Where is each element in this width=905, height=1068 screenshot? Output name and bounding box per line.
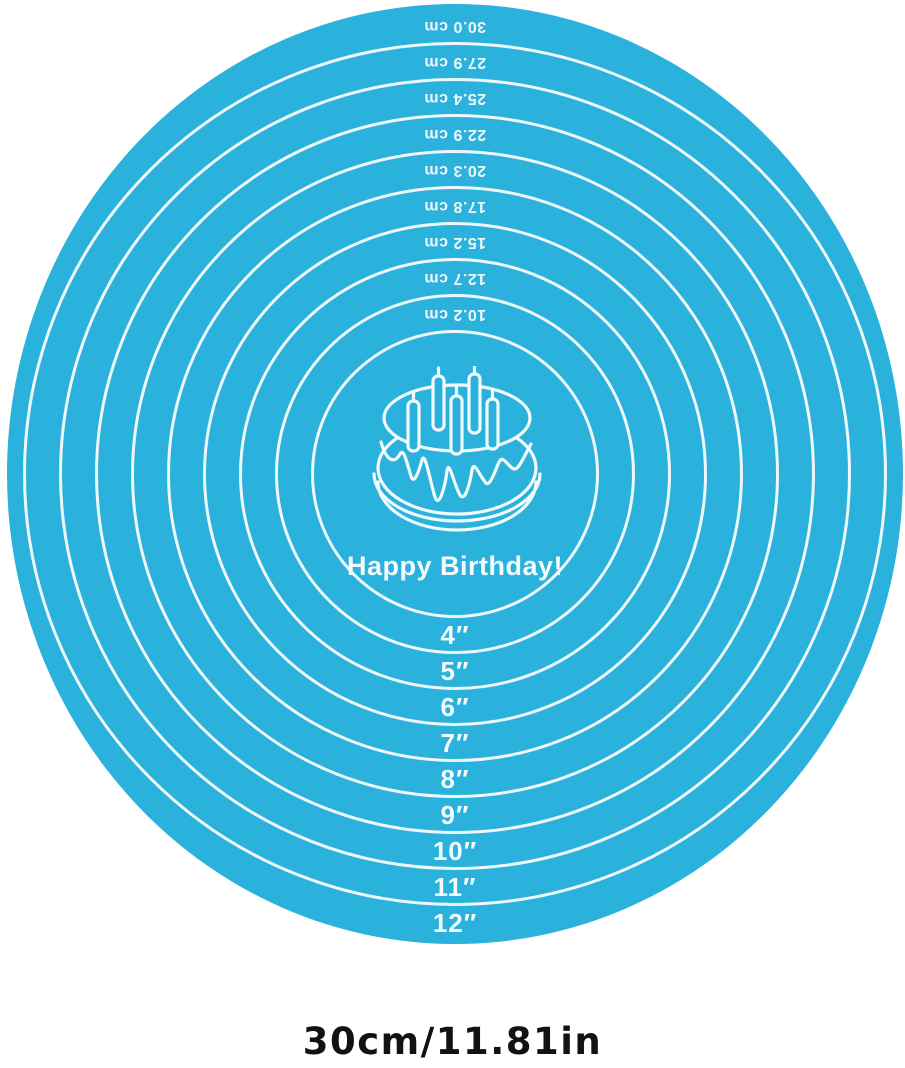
candles	[406, 366, 500, 456]
inch-label-7: 7″	[440, 728, 470, 758]
icing-drip	[379, 440, 533, 502]
cm-label-17-8: 17.8 cm	[423, 198, 487, 215]
cm-label-30-0: 30.0 cm	[423, 18, 487, 35]
ring-circle-9in	[131, 150, 779, 798]
cm-label-10-2: 10.2 cm	[423, 306, 487, 323]
cm-label-12-7: 12.7 cm	[423, 270, 487, 287]
cm-label-25-4: 25.4 cm	[423, 90, 487, 107]
inch-label-12: 12″	[432, 908, 478, 938]
ring-circle-11in	[59, 78, 851, 870]
inch-label-6: 6″	[440, 692, 470, 722]
ring-circle-12in	[23, 42, 887, 906]
ring-circle-5in	[275, 294, 635, 654]
inch-label-11: 11″	[433, 872, 477, 902]
inch-label-10: 10″	[432, 836, 478, 866]
plate-arc-1	[372, 472, 542, 523]
cm-label-27-9: 27.9 cm	[423, 54, 487, 71]
birthday-cake-icon	[372, 366, 542, 532]
ring-circle-10in	[95, 114, 815, 834]
inch-label-5: 5″	[440, 656, 470, 686]
size-caption: 30cm/11.81in	[302, 1020, 603, 1063]
greeting-text: Happy Birthday!	[346, 551, 564, 581]
inch-label-4: 4″	[440, 620, 470, 650]
ring-circle-7in	[203, 222, 707, 726]
cm-label-15-2: 15.2 cm	[423, 234, 487, 251]
inch-label-9: 9″	[440, 800, 470, 830]
plate-arc-2	[376, 480, 538, 532]
ring-circle-4in	[311, 330, 599, 618]
cm-label-22-9: 22.9 cm	[423, 126, 487, 143]
inch-label-8: 8″	[440, 764, 470, 794]
ring-circle-6in	[239, 258, 671, 690]
ring-circle-8in	[167, 186, 743, 762]
cm-label-20-3: 20.3 cm	[423, 162, 487, 179]
